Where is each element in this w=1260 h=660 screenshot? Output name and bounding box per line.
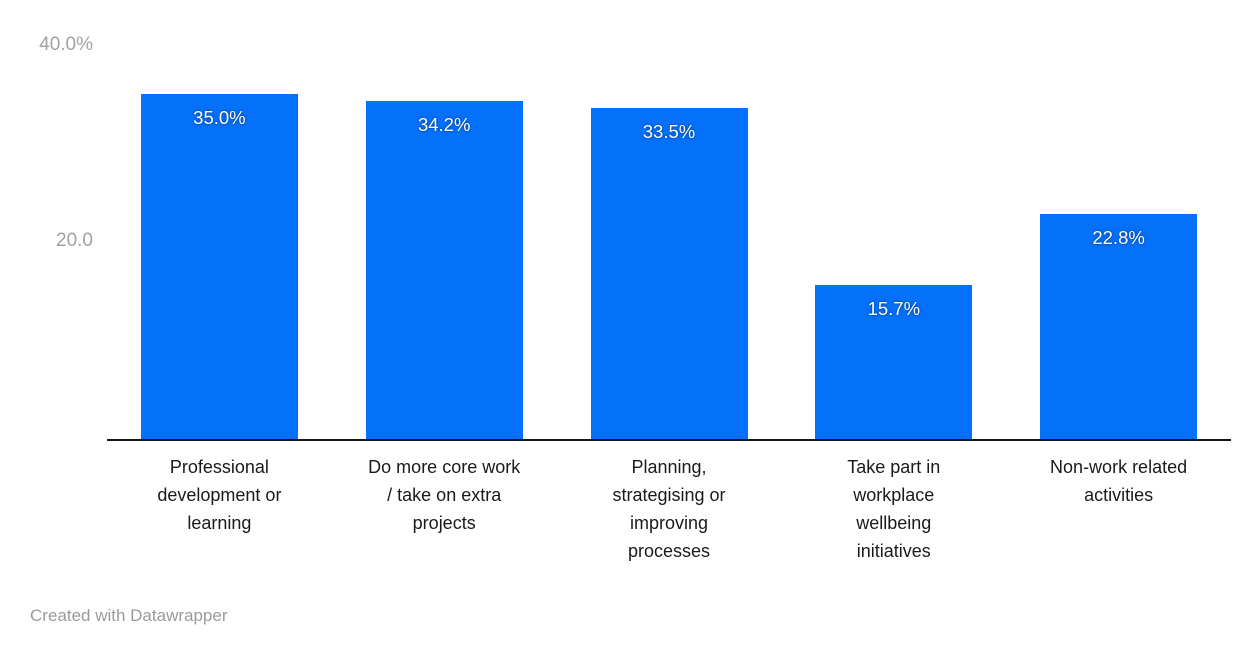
bar: 34.2%: [365, 101, 523, 440]
category-label: Do more core work / take on extra projec…: [368, 457, 521, 533]
bar-value-label: 33.5%: [642, 121, 696, 143]
bar-value-label: 15.7%: [867, 297, 921, 319]
bar-value-label: 35.0%: [193, 106, 246, 128]
y-axis-tick-20: 20.0: [56, 230, 93, 251]
category-label: Professional development or learning: [157, 457, 282, 533]
bar: 15.7%: [815, 284, 973, 440]
category-label: Non-work related activities: [1050, 457, 1188, 505]
category-label: Take part in workplace wellbeing initiat…: [847, 457, 941, 561]
bar: 33.5%: [590, 108, 748, 440]
bar: 22.8%: [1040, 214, 1198, 440]
bar: 35.0%: [140, 93, 298, 440]
bar-value-label: 22.8%: [1092, 227, 1145, 249]
category-label: Planning, strategising or improving proc…: [612, 457, 726, 561]
bar-value-label: 34.2%: [417, 114, 471, 136]
attribution-text: Created with Datawrapper: [30, 606, 228, 625]
x-axis-baseline: [107, 439, 1231, 441]
y-axis-tick-40: 40.0%: [39, 34, 93, 55]
